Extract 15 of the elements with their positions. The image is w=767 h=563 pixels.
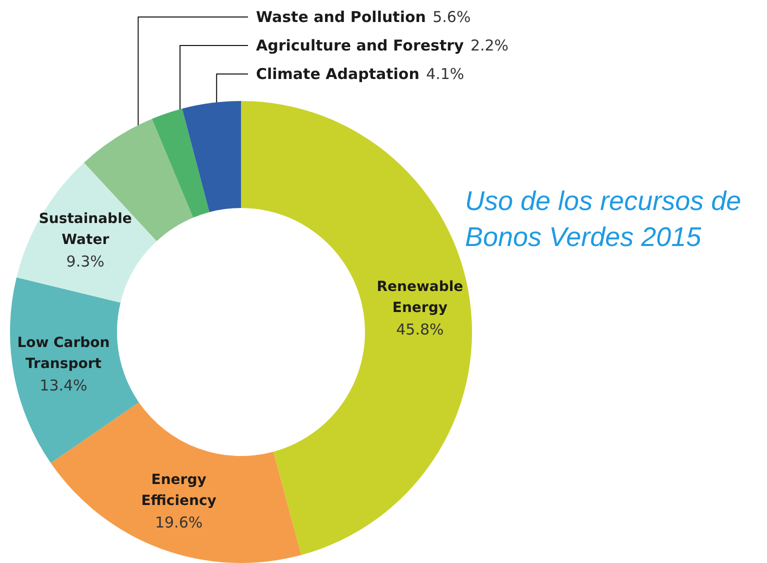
- data-label: 19.6%: [154, 513, 203, 532]
- data-label: 45.8%: [396, 320, 444, 338]
- slice-label: Renewable Energy: [376, 278, 464, 316]
- data-label: 13.4%: [40, 376, 88, 395]
- slice-label: Sustainable Water: [38, 211, 132, 248]
- slice-label: Low Carbon Transport: [17, 335, 110, 372]
- data-label: 5.6%: [432, 8, 471, 26]
- data-label: 2.2%: [470, 36, 509, 54]
- data-label: 4.1%: [426, 65, 464, 83]
- slice-label: Energy Efficiency: [141, 472, 216, 509]
- data-label: 9.3%: [66, 252, 104, 271]
- slice-label: Waste and Pollution: [256, 8, 426, 26]
- slice-label: Agriculture and Forestry: [256, 36, 464, 54]
- slice-label: Climate Adaptation: [256, 65, 420, 83]
- text: Uso de los recursos de Bonos Verdes 2015: [465, 186, 749, 252]
